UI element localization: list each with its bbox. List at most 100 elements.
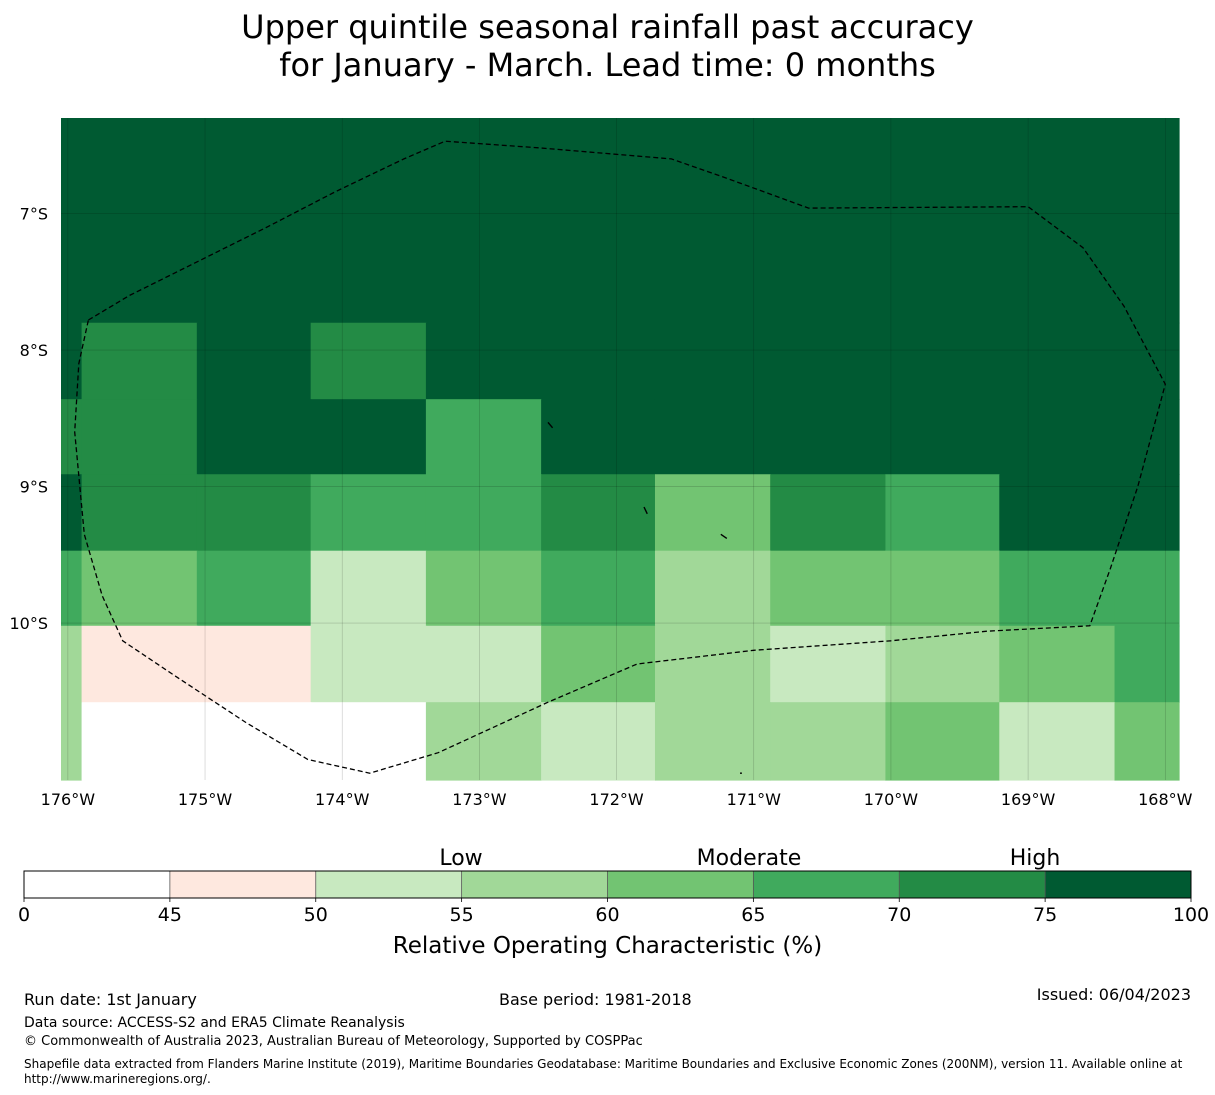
roc-cell	[885, 118, 1000, 324]
roc-cell	[770, 550, 887, 627]
islands-layer	[547, 421, 742, 774]
colorbar-tick-label: 60	[595, 904, 619, 926]
roc-cell	[310, 474, 427, 552]
roc-cell	[196, 322, 312, 400]
lon-tick-label: 172°W	[589, 790, 644, 809]
roc-cell	[654, 118, 771, 324]
colorbar-tick-label: 55	[450, 904, 474, 926]
roc-cell	[61, 399, 83, 475]
roc-cell	[196, 118, 312, 324]
roc-cell	[885, 474, 1000, 552]
roc-cell	[885, 550, 1000, 627]
roc-cell	[425, 625, 542, 703]
roc-cell	[999, 625, 1116, 703]
colorbar-category-label: Moderate	[697, 846, 802, 871]
colorbar-swatch	[461, 871, 608, 898]
colorbar-axis-label: Relative Operating Characteristic (%)	[393, 933, 822, 959]
run-date: Run date: 1st January	[24, 990, 197, 1009]
roc-cell	[885, 399, 1000, 475]
colorbar: 0 45 50 55 60 65 70 75 100 Low Moderate High Relativ…	[18, 846, 1209, 959]
roc-cell	[61, 474, 83, 552]
roc-cell	[196, 474, 312, 552]
roc-cell	[196, 702, 312, 781]
roc-cell	[999, 399, 1116, 475]
roc-cell	[310, 322, 427, 400]
roc-cell	[61, 550, 83, 627]
lat-tick-label: 7°S	[20, 205, 48, 224]
colorbar-swatch	[315, 871, 462, 898]
base-period: Base period: 1981-2018	[499, 990, 692, 1009]
data-source: Data source: ACCESS-S2 and ERA5 Climate …	[24, 1015, 405, 1031]
roc-cell	[61, 118, 83, 324]
title-line-2: for January - March. Lead time: 0 months	[279, 46, 936, 84]
roc-cell	[885, 625, 1000, 703]
roc-cell	[81, 399, 198, 475]
roc-cell	[541, 625, 656, 703]
title-line-1: Upper quintile seasonal rainfall past ac…	[241, 8, 974, 46]
roc-cell	[1114, 474, 1180, 552]
roc-cell	[770, 625, 887, 703]
island-outline	[720, 533, 728, 539]
roc-cell	[654, 550, 771, 627]
chart-title: Upper quintile seasonal rainfall past ac…	[0, 8, 1215, 84]
roc-cell	[999, 550, 1116, 627]
roc-cell	[81, 550, 198, 627]
roc-cell	[999, 702, 1116, 781]
roc-cell	[61, 702, 83, 781]
roc-cell	[1114, 322, 1180, 400]
lon-tick-label: 173°W	[452, 790, 507, 809]
roc-cell	[1114, 550, 1180, 627]
map-grid-cells	[61, 118, 1180, 781]
lon-tick-label: 170°W	[864, 790, 919, 809]
island-outline	[643, 506, 648, 515]
colorbar-tick-label: 45	[158, 904, 182, 926]
colorbar-tick-label: 70	[887, 904, 911, 926]
roc-cell	[541, 550, 656, 627]
roc-cell	[770, 118, 887, 324]
roc-cell	[770, 474, 887, 552]
roc-cell	[61, 322, 83, 400]
roc-cell	[310, 550, 427, 627]
roc-cell	[310, 702, 427, 781]
lat-tick-label: 10°S	[9, 614, 48, 633]
eez-boundary-line	[74, 140, 1166, 774]
colorbar-swatch	[899, 871, 1046, 898]
roc-cell	[1114, 399, 1180, 475]
issued-date: Issued: 06/04/2023	[1036, 985, 1191, 1004]
roc-cell	[425, 702, 542, 781]
colorbar-tick-label: 0	[18, 904, 30, 926]
colorbar-swatch	[607, 871, 754, 898]
roc-cell	[654, 625, 771, 703]
colorbar-swatch	[1045, 871, 1192, 898]
lon-tick-label: 174°W	[315, 790, 370, 809]
roc-cell	[770, 399, 887, 475]
colorbar-outline	[23, 870, 1192, 899]
roc-cell	[61, 625, 83, 703]
colorbar-tick-label: 75	[1033, 904, 1057, 926]
colorbar-swatch	[169, 871, 317, 898]
lat-tick-label: 8°S	[20, 341, 48, 360]
colorbar-category-label: Low	[439, 846, 482, 871]
roc-cell	[425, 118, 542, 324]
roc-cell	[999, 118, 1116, 324]
roc-cell	[654, 399, 771, 475]
colorbar-tick-label: 65	[741, 904, 765, 926]
roc-cell	[541, 702, 656, 781]
roc-cell	[654, 702, 771, 781]
roc-cell	[885, 702, 1000, 781]
map-axes: 176°W 175°W 174°W 173°W 172°W 171°W 170°W 169°W…	[9, 205, 1192, 809]
eez-boundary-layer	[74, 140, 1166, 774]
island-outline	[547, 421, 554, 429]
roc-cell	[654, 474, 771, 552]
roc-cell	[999, 474, 1116, 552]
roc-cell	[196, 399, 312, 475]
roc-cell	[1114, 702, 1180, 781]
roc-cell	[1114, 625, 1180, 703]
roc-cell	[541, 474, 656, 552]
roc-cell	[425, 322, 542, 400]
roc-cell	[770, 702, 887, 781]
lat-tick-label: 9°S	[20, 478, 48, 497]
roc-cell	[425, 399, 542, 475]
roc-cell	[81, 702, 198, 781]
roc-cell	[541, 322, 656, 400]
